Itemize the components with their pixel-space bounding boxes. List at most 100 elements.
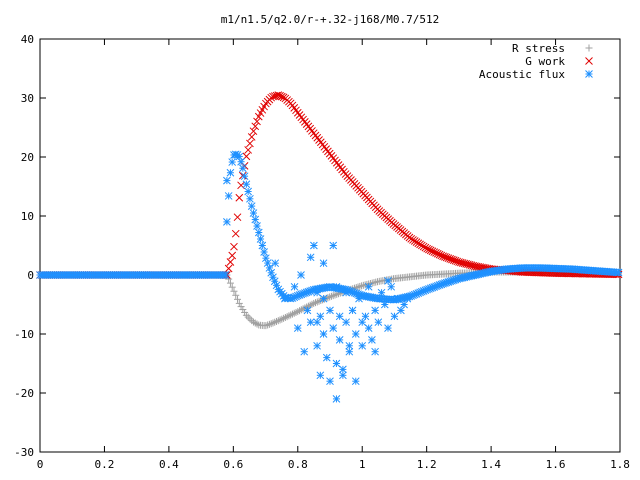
data-point (345, 341, 354, 350)
data-point (384, 324, 392, 332)
data-point (249, 127, 258, 136)
data-point (244, 146, 253, 154)
data-point (223, 218, 231, 226)
data-point (244, 313, 252, 321)
x-tick-label: 1.2 (417, 458, 437, 471)
data-point (355, 294, 363, 303)
data-point (258, 241, 267, 250)
data-point (371, 306, 379, 315)
data-point (329, 292, 337, 300)
data-point (246, 139, 254, 148)
axis-ticks: 0 0.2 0.4 0.6 0.8 1 1.2 1.4 1.6 1.8 -30 -20 -10 0 10 20… (14, 33, 630, 471)
data-point (303, 306, 312, 315)
data-point (342, 318, 350, 327)
data-point (345, 347, 354, 356)
data-point (239, 306, 247, 314)
data-point (262, 254, 270, 263)
data-point (374, 318, 383, 327)
data-point (240, 172, 249, 181)
legend-marker (585, 57, 593, 65)
data-point (263, 259, 272, 267)
data-point (228, 251, 237, 260)
data-point (235, 152, 244, 161)
data-point (313, 298, 321, 306)
x-tick-label: 0.4 (159, 458, 179, 471)
legend-marker (585, 44, 593, 52)
data-point (277, 92, 286, 101)
data-point (324, 294, 332, 302)
data-point (306, 253, 315, 262)
data-point (246, 315, 254, 323)
data-point (228, 158, 237, 166)
data-point (221, 271, 230, 279)
data-point (358, 341, 367, 350)
data-point (283, 313, 291, 321)
data-point (300, 347, 309, 356)
data-point (279, 93, 288, 102)
y-tick-label: 30 (21, 92, 34, 105)
data-point (235, 299, 243, 307)
data-point (342, 288, 350, 297)
data-point (281, 313, 289, 321)
data-point (249, 209, 258, 217)
data-point (421, 243, 430, 252)
data-point (329, 241, 338, 250)
data-point (332, 395, 341, 403)
data-point (313, 341, 321, 350)
data-point (332, 359, 341, 368)
data-point (292, 308, 300, 316)
data-point (296, 307, 304, 315)
data-point (319, 294, 328, 303)
data-point (285, 312, 293, 320)
data-point (256, 235, 265, 243)
y-tick-label: 0 (27, 269, 34, 282)
data-point (310, 241, 318, 250)
data-point (312, 299, 319, 307)
data-point (326, 293, 334, 301)
y-tick-label: -10 (14, 328, 34, 341)
data-point (230, 242, 238, 251)
data-point (276, 316, 284, 324)
data-point (280, 314, 288, 322)
plot-frame (39, 38, 621, 453)
data-point (364, 282, 373, 291)
data-point (384, 277, 392, 285)
y-tick-label: -20 (14, 387, 34, 400)
data-point (226, 168, 235, 177)
x-tick-label: 0.6 (223, 458, 243, 471)
data-point (313, 288, 321, 297)
data-point (319, 330, 328, 338)
data-point (322, 353, 331, 362)
data-point (306, 318, 315, 327)
data-point (271, 259, 280, 268)
data-point (313, 318, 321, 327)
data-point (264, 321, 272, 329)
x-tick-label: 0.2 (95, 458, 115, 471)
data-point (327, 292, 335, 300)
data-point (234, 295, 242, 303)
data-point (329, 324, 338, 332)
data-point (288, 310, 296, 318)
data-point (262, 322, 270, 330)
data-point (304, 302, 312, 310)
data-point (331, 291, 339, 299)
data-point (319, 259, 328, 268)
data-point (358, 282, 366, 290)
data-point (326, 306, 334, 315)
series-acoustic-flux (36, 150, 623, 403)
data-point (254, 228, 263, 237)
data-point (224, 192, 233, 200)
data-point (403, 294, 412, 303)
data-point (265, 320, 273, 328)
data-point (287, 311, 295, 319)
data-point (247, 202, 256, 210)
data-point (316, 371, 325, 380)
x-tick-label: 0.8 (288, 458, 308, 471)
data-point (237, 157, 245, 166)
data-point (235, 193, 244, 202)
data-point (253, 117, 261, 126)
data-point (614, 268, 623, 277)
data-point (226, 279, 234, 287)
